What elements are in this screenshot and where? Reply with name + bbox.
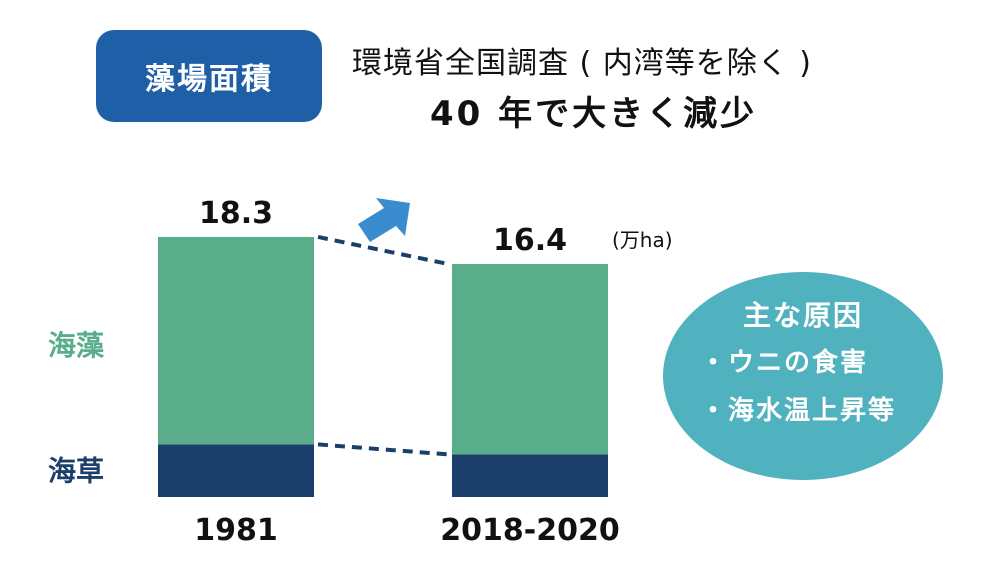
- trend-connector-line: [317, 442, 449, 457]
- cause-item: ・ウニの食害: [700, 348, 869, 378]
- bar-total-label: 16.4: [493, 223, 567, 258]
- title-badge: 藻場面積: [96, 30, 322, 122]
- legend-seagrass: 海草: [48, 455, 104, 488]
- seagrass-bar-segment: [452, 454, 608, 497]
- category-label: 1981: [194, 513, 278, 548]
- main-causes-title: 主な原因: [742, 299, 863, 332]
- main-causes-panel: [663, 272, 943, 480]
- legend-seaweed: 海藻: [48, 329, 105, 362]
- survey-subtitle: 環境省全国調査 ( 内湾等を除く ): [352, 46, 813, 81]
- bar-total-label: 18.3: [199, 196, 273, 231]
- seaweed-bar-segment: [158, 236, 314, 445]
- cause-item: ・海水温上昇等: [700, 396, 897, 426]
- title-badge-label: 藻場面積: [145, 62, 273, 97]
- seagrass-bar-segment: [158, 444, 314, 497]
- seaweed-bar-segment: [452, 263, 608, 455]
- category-label: 2018-2020: [440, 513, 619, 548]
- decrease-arrow-icon: [358, 198, 410, 242]
- trend-connector-line: [317, 234, 449, 266]
- unit-label: (万ha): [612, 228, 673, 252]
- headline: 40 年で大きく減少: [430, 94, 758, 134]
